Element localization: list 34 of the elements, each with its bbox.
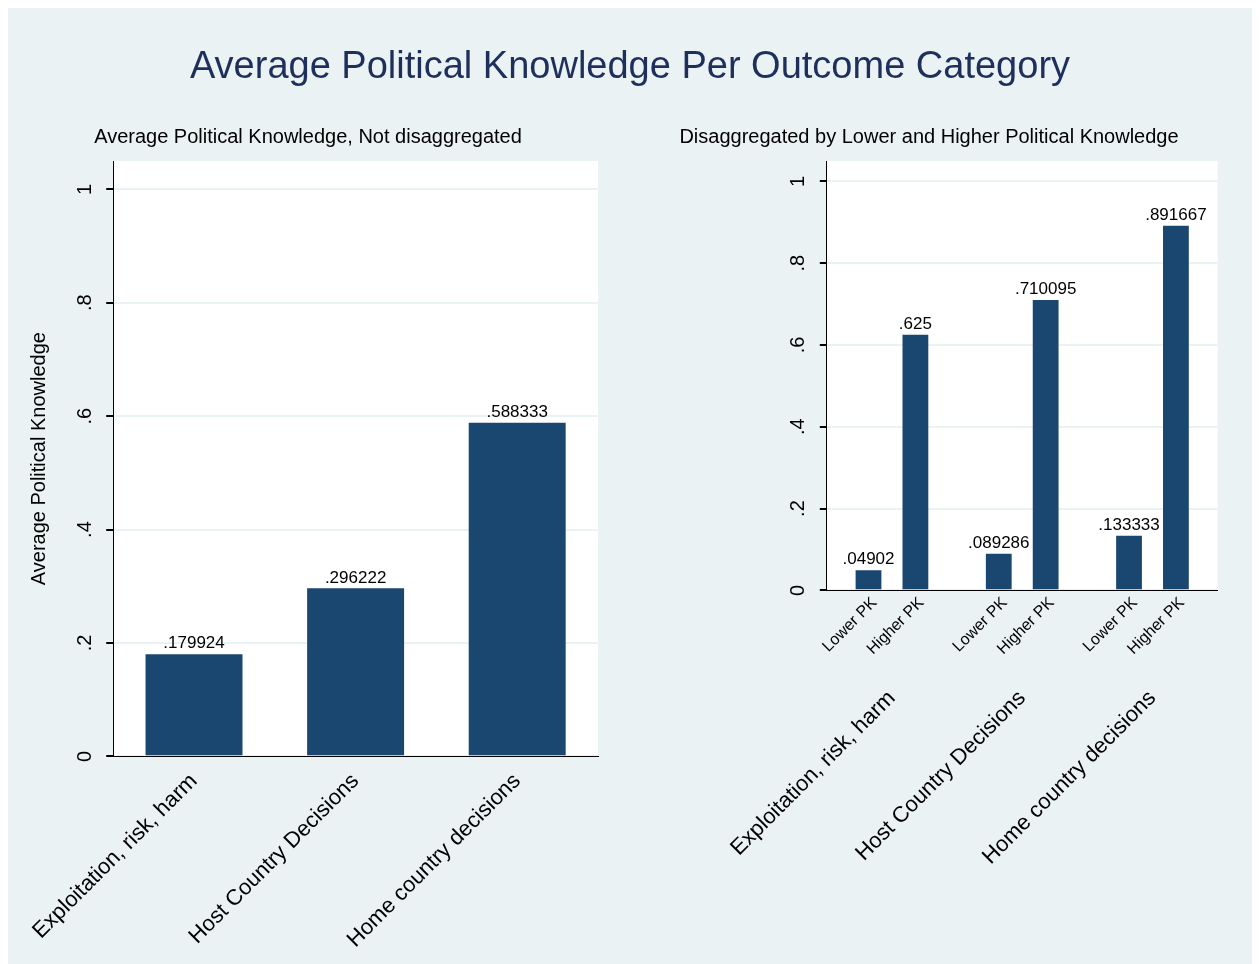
y-tick-label: .6: [786, 336, 809, 354]
y-tick-label: 0: [786, 584, 809, 596]
bar: [1163, 225, 1189, 590]
data-label: .089286: [968, 533, 1030, 552]
y-tick-label: 0: [72, 750, 95, 762]
y-tick-label: .2: [786, 500, 809, 517]
y-tick-label: 1: [786, 175, 809, 188]
y-tick-label: .4: [72, 521, 95, 538]
y-tick-label: 1: [72, 183, 95, 195]
data-label: .891667: [1145, 204, 1207, 224]
y-axis-title: Average Political Knowledge: [26, 332, 49, 586]
y-tick-label: .8: [786, 254, 809, 272]
chart-subtitle: Disaggregated by Lower and Higher Political Knowledge: [679, 124, 1179, 147]
y-tick-label: .4: [786, 418, 809, 436]
chart-title: Average Political Knowledge Per Outcome Category: [188, 43, 1072, 88]
bar: [855, 570, 882, 590]
data-label: .710095: [1014, 279, 1077, 299]
y-tick-label: .8: [72, 294, 95, 312]
chart-subtitle: Average Political Knowledge, Not disaggregated: [94, 124, 522, 147]
bar: [1032, 299, 1059, 590]
data-label: .04902: [842, 549, 895, 569]
bar: [902, 334, 929, 590]
bar: [985, 553, 1012, 590]
data-label: .179924: [163, 633, 225, 653]
data-label: .588333: [486, 401, 548, 421]
data-label: .296222: [324, 567, 387, 587]
data-label: .133333: [1098, 514, 1160, 534]
bar: [307, 588, 405, 756]
bar: [1116, 535, 1142, 590]
y-tick-label: .2: [72, 634, 95, 652]
data-label: .625: [898, 313, 932, 333]
bar: [468, 422, 566, 756]
y-tick-label: .6: [72, 407, 95, 425]
bar: [145, 654, 243, 756]
